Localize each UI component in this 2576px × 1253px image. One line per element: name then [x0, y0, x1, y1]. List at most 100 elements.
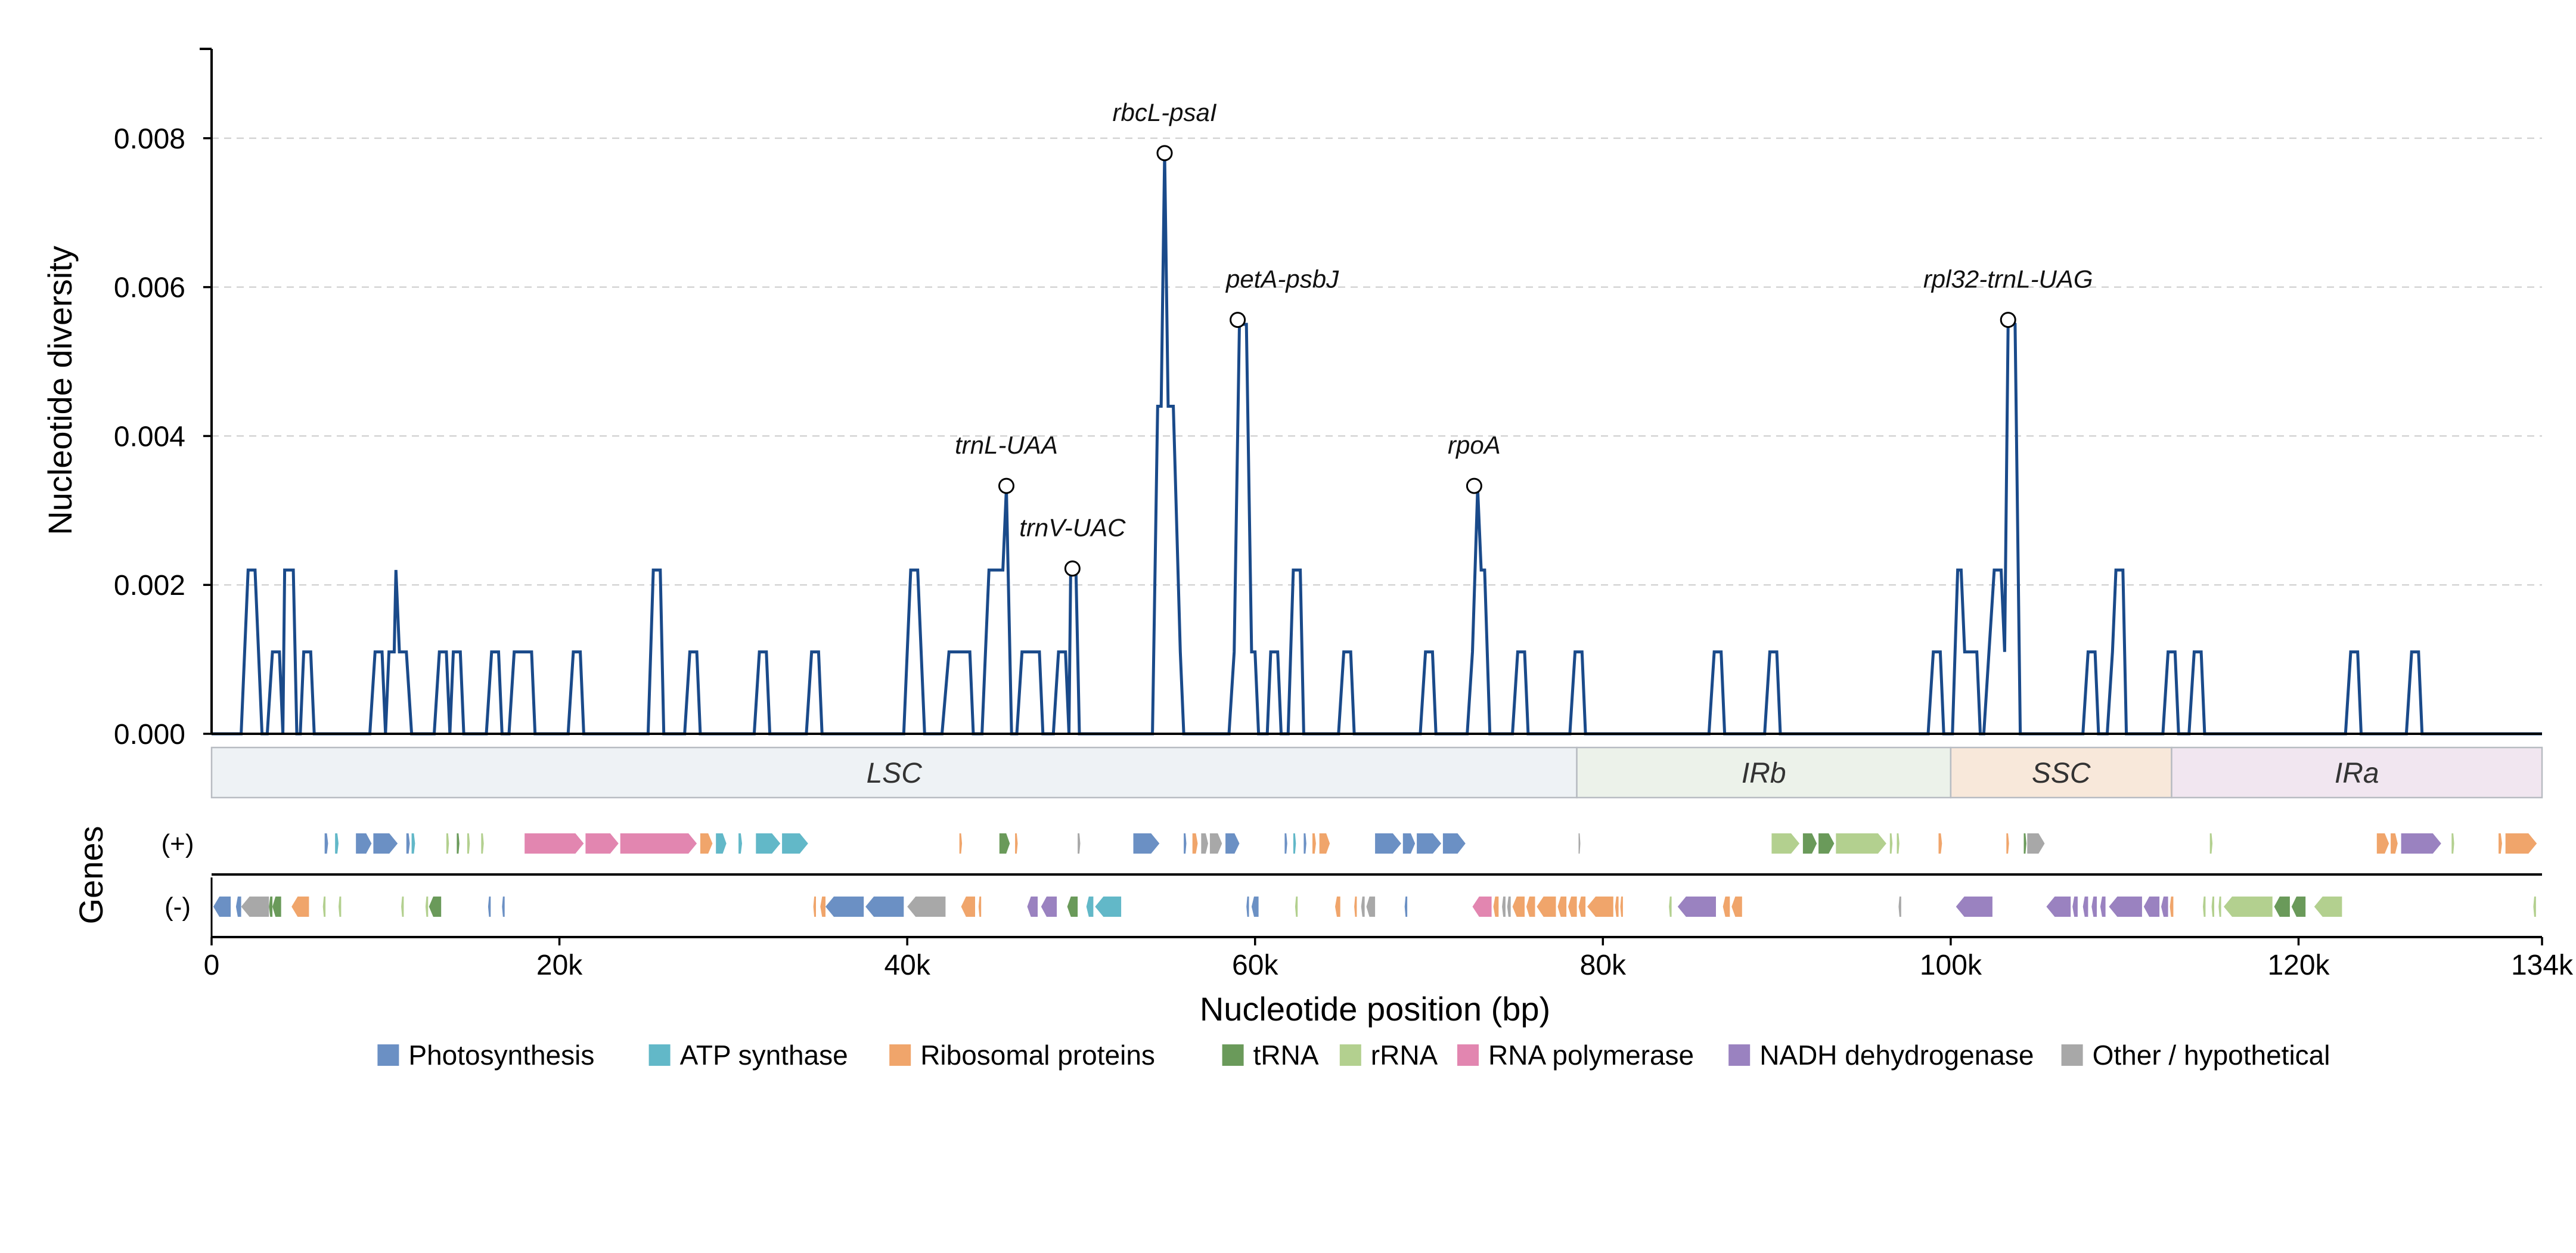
gene-minus-photo	[235, 897, 241, 917]
gene-plus-photo	[356, 833, 372, 854]
genome-region-bar: LSC IRb SSC IRa	[210, 746, 2543, 799]
region-label: IRb	[1742, 758, 1786, 789]
gene-minus-ribo	[1526, 897, 1535, 917]
gene-plus-rrna	[481, 833, 484, 854]
peak-annotations: rbcL-psaI petA-psbJ rpl32-trnL-UAG trnL-UAA…	[955, 98, 2093, 577]
gene-plus-other	[1201, 833, 1208, 854]
x-axis-label: Nucleotide position (bp)	[1200, 990, 1550, 1028]
gene-plus-rnapol	[620, 833, 697, 854]
gene-minus-rrna	[2218, 897, 2221, 917]
gene-plus-ribo	[959, 833, 963, 854]
gene-minus-ndh	[1027, 897, 1038, 917]
gene-plus-photo	[1402, 833, 1416, 854]
region-lsc	[210, 746, 1578, 799]
legend-swatch-ndh	[1728, 1044, 1751, 1066]
gene-plus-ribo	[2505, 833, 2537, 854]
diversity-line	[212, 153, 2542, 736]
gene-minus-ribo	[1354, 897, 1357, 917]
region-label: LSC	[867, 758, 923, 789]
region-label: SSC	[2032, 758, 2091, 789]
region-label: IRa	[2335, 758, 2379, 789]
gene-plus-atp	[1293, 833, 1296, 854]
gene-minus-rrna	[2224, 897, 2273, 917]
gene-plus-trna	[457, 833, 460, 854]
gene-minus-rrna	[2533, 897, 2536, 917]
gene-plus-trna	[1818, 833, 1835, 854]
peak-label: trnL-UAA	[955, 431, 1058, 459]
x-tick-label: 40k	[884, 950, 930, 981]
region-ssc	[1950, 746, 2172, 799]
legend-swatch-trna	[1222, 1044, 1244, 1066]
gene-plus-other	[2027, 833, 2045, 854]
y-ticks: 0.000 0.002 0.004 0.006 0.008	[114, 123, 212, 750]
gene-minus-ribo	[961, 897, 975, 917]
gene-minus-ribo	[1568, 897, 1577, 917]
gene-minus-ndh	[2091, 897, 2097, 917]
gene-plus-photo	[1417, 833, 1441, 854]
gene-minus-photo	[825, 897, 864, 917]
gene-plus-photo	[1284, 833, 1287, 854]
gene-minus-ribo	[1537, 897, 1556, 917]
gene-minus-other	[1361, 897, 1365, 917]
gene-minus-other	[1502, 897, 1506, 917]
gene-minus-ribo	[1578, 897, 1586, 917]
x-tick-label: 20k	[536, 950, 583, 981]
gene-minus-rrna	[425, 897, 429, 917]
gene-minus-trna	[272, 897, 281, 917]
gene-plus-ribo	[2499, 833, 2502, 854]
gene-plus-ribo	[700, 833, 713, 854]
gene-plus-photo	[406, 833, 410, 854]
x-tick-label: 80k	[1580, 950, 1627, 981]
gene-minus-ribo	[813, 897, 816, 917]
peak-marker	[1156, 145, 1173, 162]
legend-swatch-other	[2061, 1044, 2083, 1066]
gene-minus-trna	[2291, 897, 2306, 917]
peak-marker	[2000, 312, 2016, 328]
gene-minus-ribo	[291, 897, 309, 917]
x-tick-label: 100k	[1920, 950, 1982, 981]
gene-plus-other	[1209, 833, 1222, 854]
gene-minus-ribo	[1722, 897, 1730, 917]
gene-plus-atp	[782, 833, 808, 854]
gene-minus-ribo	[978, 897, 982, 917]
gene-plus-rrna	[1897, 833, 1900, 854]
region-ira	[2171, 746, 2543, 799]
gene-minus-trna	[2274, 897, 2290, 917]
gene-minus-ndh	[2161, 897, 2168, 917]
legend-label-trna: tRNA	[1253, 1040, 1319, 1071]
gene-minus-ndh	[1956, 897, 1992, 917]
gene-minus-ndh	[2143, 897, 2160, 917]
gene-plus-other	[1578, 833, 1581, 854]
gene-plus-ribo	[1312, 833, 1316, 854]
gene-plus-ribo	[2006, 833, 2009, 854]
gene-plus-ribo	[1015, 833, 1018, 854]
gene-plus-atp	[335, 833, 339, 854]
gene-minus-ndh	[2109, 897, 2142, 917]
gene-minus-ribo	[820, 897, 825, 917]
gene-plus-rrna	[2209, 833, 2213, 854]
gene-minus-atp	[1095, 897, 1122, 917]
gene-minus-ribo	[1587, 897, 1613, 917]
gene-plus-ribo	[2376, 833, 2389, 854]
gene-plus-rrna	[446, 833, 449, 854]
gene-plus-photo	[324, 833, 328, 854]
gene-minus-rrna	[339, 897, 342, 917]
gene-minus-trna	[1067, 897, 1078, 917]
gene-plus-photo	[1442, 833, 1466, 854]
legend-swatch-rrna	[1339, 1044, 1361, 1066]
legend-swatch-photo	[377, 1044, 399, 1066]
gene-minus-rrna	[2314, 897, 2342, 917]
gene-minus-ndh	[2082, 897, 2088, 917]
strand-labels: (+) (-)	[162, 829, 194, 922]
gene-plus-ribo	[2391, 833, 2398, 854]
gene-minus-rrna	[1295, 897, 1298, 917]
strand-label-minus: (-)	[165, 892, 191, 922]
gene-minus-photo	[1246, 897, 1249, 917]
strand-label-plus: (+)	[162, 829, 194, 858]
gridlines	[212, 137, 2542, 586]
gene-plus-atp	[716, 833, 727, 854]
diversity-series	[212, 153, 2542, 736]
legend-swatch-atp	[648, 1044, 671, 1066]
gene-plus-rrna	[467, 833, 470, 854]
